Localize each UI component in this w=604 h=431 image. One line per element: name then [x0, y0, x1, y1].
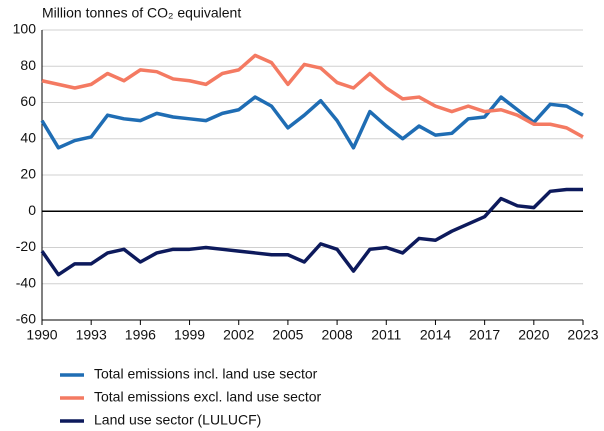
x-tick-label: 2020	[518, 327, 549, 343]
y-tick-label: -20	[16, 238, 36, 254]
x-tick-label: 2011	[371, 327, 401, 343]
x-tick-label: 2005	[272, 327, 303, 343]
y-tick-label: -60	[16, 311, 36, 327]
x-tick-label: 2002	[223, 327, 254, 343]
x-tick-label: 2014	[420, 327, 451, 343]
x-tick-label: 1999	[174, 327, 205, 343]
y-tick-label: 40	[20, 129, 36, 145]
legend-label: Total emissions incl. land use sector	[94, 366, 318, 382]
y-tick-label: 0	[28, 202, 36, 218]
legend-label: Land use sector (LULUCF)	[94, 412, 261, 428]
x-tick-label: 2023	[567, 327, 598, 343]
y-tick-label: 20	[20, 166, 36, 182]
x-tick-label: 2008	[322, 327, 353, 343]
y-tick-label: 80	[20, 57, 36, 73]
legend-label: Total emissions excl. land use sector	[94, 389, 322, 405]
x-tick-label: 1996	[125, 327, 156, 343]
y-tick-label: 100	[13, 21, 37, 37]
x-tick-label: 2017	[469, 327, 500, 343]
series-line	[40, 95, 584, 150]
y-tick-label: -40	[16, 274, 36, 290]
x-tick-label: 1993	[76, 327, 107, 343]
x-tick-label: 1990	[26, 327, 57, 343]
y-tick-label: 60	[20, 93, 36, 109]
series-line	[40, 187, 583, 277]
y-axis-label: Million tonnes of CO₂ equivalent	[42, 5, 241, 21]
series-line	[41, 53, 584, 139]
